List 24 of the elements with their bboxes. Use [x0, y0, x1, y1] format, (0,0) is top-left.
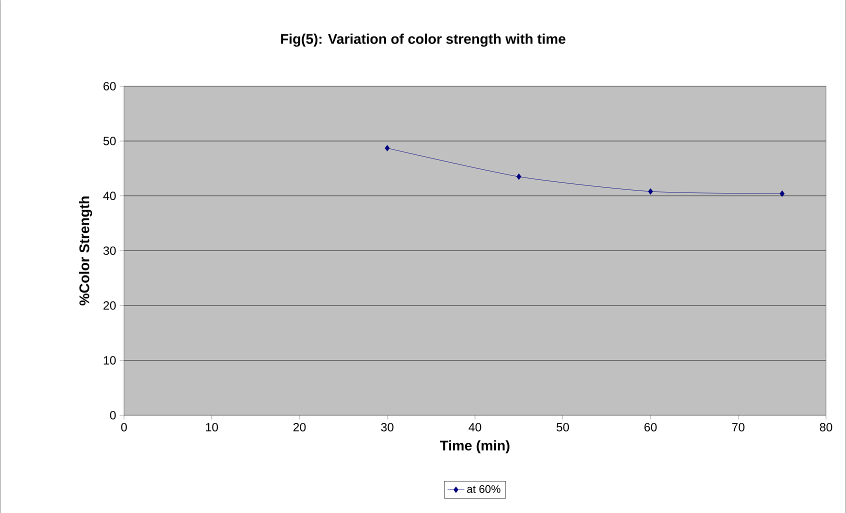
y-tick-label: 20	[104, 301, 116, 310]
point	[648, 188, 653, 194]
x-tick-label: 10	[206, 422, 218, 432]
chart-title: Fig(5): Variation of color strength with time	[281, 33, 566, 47]
legend-label: at 60%	[467, 485, 500, 493]
y-tick-label: 60	[104, 82, 116, 90]
x-tick-label: 30	[381, 422, 394, 432]
point	[516, 173, 522, 180]
x-tick-label: 40	[468, 422, 482, 432]
y-tick-label: 10	[104, 356, 116, 364]
x-tick-label: 80	[820, 422, 832, 432]
y-tick-label: 40	[103, 191, 116, 200]
y-tick-label: 0	[110, 410, 116, 420]
y-axis-title: %Color Strength	[79, 196, 92, 306]
point	[384, 144, 390, 152]
y-tick-label: 50	[103, 136, 116, 146]
x-tick-label: 50	[556, 422, 569, 432]
x-tick-label: 20	[293, 422, 306, 432]
y-tick-label: 30	[103, 246, 116, 255]
point	[780, 190, 785, 197]
x-tick-label: 70	[732, 422, 744, 432]
x-tick-label: 60	[644, 422, 657, 432]
x-tick-label: 0	[121, 422, 127, 432]
x-axis-title: Time (min)	[440, 440, 510, 454]
